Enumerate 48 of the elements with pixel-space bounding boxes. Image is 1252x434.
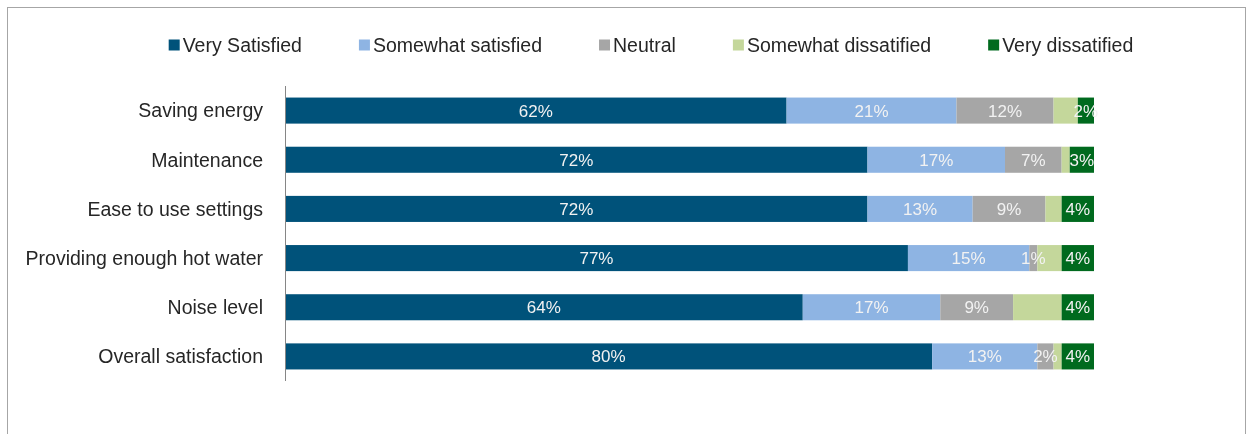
bar [285, 245, 908, 272]
bar [1013, 294, 1062, 321]
data-label: 12% [987, 101, 1023, 121]
bar [285, 195, 868, 222]
y-tick-label: Saving energy [138, 99, 264, 122]
legend-label: Very Satisfied [182, 33, 302, 56]
data-label: 15% [951, 249, 986, 269]
legend-label: Very dissatified [1002, 33, 1134, 56]
data-label: 3% [1069, 150, 1095, 170]
data-label: 72% [559, 150, 594, 170]
y-tick-label: Ease to use settings [87, 197, 264, 220]
data-label: 9% [964, 298, 989, 318]
data-label: 4% [1065, 347, 1091, 367]
legend-label: Somewhat satisfied [372, 33, 543, 56]
bar [867, 146, 1006, 173]
data-label: 64% [526, 298, 561, 318]
data-label: 17% [854, 298, 889, 318]
bar [285, 343, 933, 370]
y-tick-label: Overall satisfaction [98, 345, 263, 368]
data-label: 13% [967, 347, 1002, 367]
y-tick-label: Providing enough hot water [25, 246, 264, 269]
bar [786, 97, 957, 124]
bar [1045, 195, 1062, 222]
data-label: 72% [559, 199, 594, 219]
data-label: 7% [1021, 150, 1046, 170]
data-label: 9% [996, 199, 1022, 219]
data-label: 4% [1065, 249, 1091, 269]
data-label: 17% [919, 150, 954, 170]
data-label: 4% [1065, 298, 1091, 318]
bar [1061, 146, 1070, 173]
bar [285, 294, 803, 321]
data-label: 80% [591, 347, 626, 367]
bar [940, 294, 1014, 321]
bar [285, 146, 868, 173]
bar [802, 294, 941, 321]
bar [867, 195, 973, 222]
data-label: 21% [854, 101, 889, 121]
data-label: 77% [579, 249, 614, 269]
y-tick-label: Maintenance [151, 148, 263, 171]
data-label: 13% [903, 199, 938, 219]
legend-label: Neutral [613, 33, 676, 56]
bar [956, 97, 1054, 124]
y-tick-label: Noise level [167, 296, 263, 319]
bar [285, 97, 787, 124]
data-label: 62% [518, 101, 553, 121]
data-label: 4% [1065, 199, 1091, 219]
legend-label: Somewhat dissatified [746, 33, 932, 56]
bar [1005, 146, 1062, 173]
